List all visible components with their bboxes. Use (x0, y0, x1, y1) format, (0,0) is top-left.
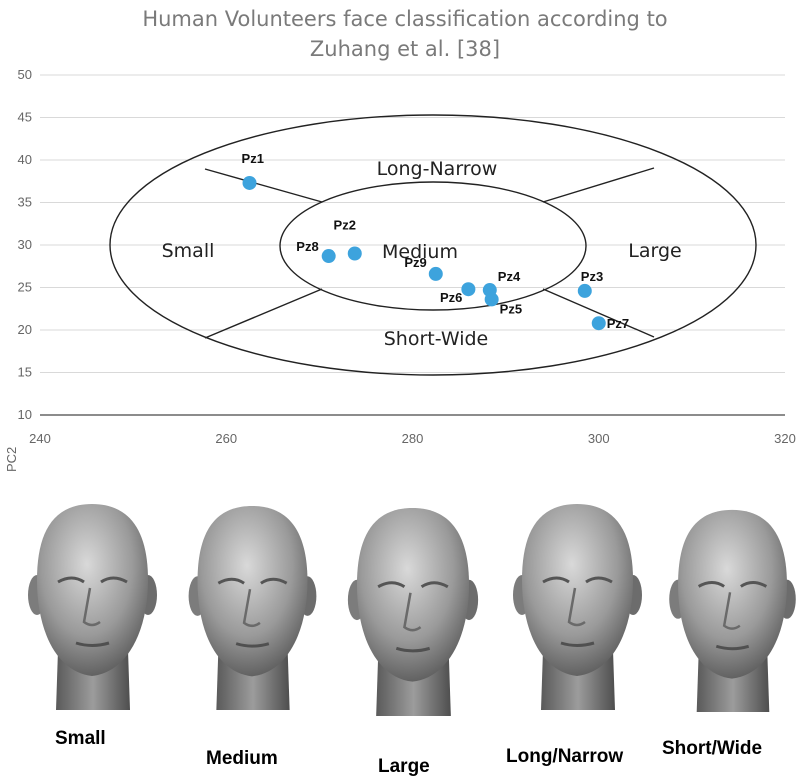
scatter-chart: 10 15 20 25 30 35 40 45 50 240 260 280 300 320 Long-… (4, 67, 796, 472)
region-label-medium: Medium (382, 241, 458, 263)
chart-title: Human Volunteers face classification acc… (0, 4, 810, 64)
y-tick-label: 35 (18, 195, 32, 210)
chart-title-line-2: Zuhang et al. [38] (309, 37, 501, 61)
data-point-label: Pz7 (607, 316, 629, 331)
face-caption-small: Small (55, 728, 106, 749)
chart-title-line-1: Human Volunteers face classification acc… (142, 7, 668, 31)
face-caption-short-wide: Short/Wide (662, 738, 763, 759)
divider-top-right (542, 167, 655, 203)
y-tick-label: 10 (18, 407, 32, 422)
region-labels: Long-Narrow Small Medium Large Short-Wid… (162, 158, 682, 350)
data-point-label: Pz1 (242, 151, 264, 166)
face-caption-large: Large (378, 756, 430, 777)
data-point-label: Pz8 (296, 239, 318, 254)
data-point-label: Pz4 (498, 269, 521, 284)
y-axis-title: PC2 (4, 447, 19, 472)
face-caption-medium: Medium (206, 748, 278, 769)
divider-bottom-right (542, 288, 655, 338)
face-caption-long-narrow: Long/Narrow (506, 746, 624, 767)
data-point-label: Pz9 (404, 255, 426, 270)
y-tick-label: 50 (18, 67, 32, 82)
y-tick-label: 40 (18, 152, 32, 167)
data-point (484, 292, 499, 307)
y-tick-label: 45 (18, 110, 32, 125)
head-icon (26, 502, 159, 710)
head-icon (511, 502, 644, 712)
data-point-label: Pz2 (334, 218, 356, 233)
x-tick-label: 320 (774, 431, 796, 446)
data-point (577, 283, 592, 298)
inner-ellipse (279, 181, 587, 311)
x-axis-tick-labels: 240 260 280 300 320 (29, 431, 796, 446)
y-tick-label: 15 (18, 365, 32, 380)
divider-bottom-left (204, 288, 323, 339)
data-point-label: Pz5 (500, 301, 522, 316)
x-tick-label: 300 (588, 431, 610, 446)
data-points (242, 175, 606, 331)
y-axis-tick-labels: 10 15 20 25 30 35 40 45 50 (18, 67, 32, 422)
data-point (591, 316, 606, 331)
data-point-label: Pz3 (581, 269, 603, 284)
y-tick-label: 30 (18, 237, 32, 252)
outer-ellipse (109, 114, 757, 376)
face-examples-row: Small Medium Large Long/Narrow Short/Wid… (0, 490, 810, 784)
grid-lines (40, 74, 785, 373)
x-tick-label: 240 (29, 431, 51, 446)
data-point-label: Pz6 (440, 290, 462, 305)
region-label-large: Large (628, 240, 681, 262)
head-icon (346, 506, 480, 716)
x-tick-label: 280 (402, 431, 424, 446)
region-label-long-narrow: Long-Narrow (377, 158, 498, 180)
face-classification-diagram (109, 114, 757, 376)
head-icon (187, 504, 318, 710)
data-point (321, 249, 336, 264)
data-point (347, 246, 362, 261)
region-label-small: Small (162, 240, 215, 262)
data-point-labels: Pz1 Pz2 Pz8 Pz9 Pz4 Pz6 Pz5 Pz3 Pz7 (242, 151, 630, 331)
y-tick-label: 25 (18, 280, 32, 295)
x-tick-label: 260 (215, 431, 237, 446)
y-tick-label: 20 (18, 322, 32, 337)
data-point (461, 282, 476, 297)
data-point (428, 266, 443, 281)
data-point (242, 175, 257, 190)
region-label-short-wide: Short-Wide (384, 328, 488, 350)
head-icon (667, 508, 798, 712)
divider-top-left (204, 168, 323, 203)
